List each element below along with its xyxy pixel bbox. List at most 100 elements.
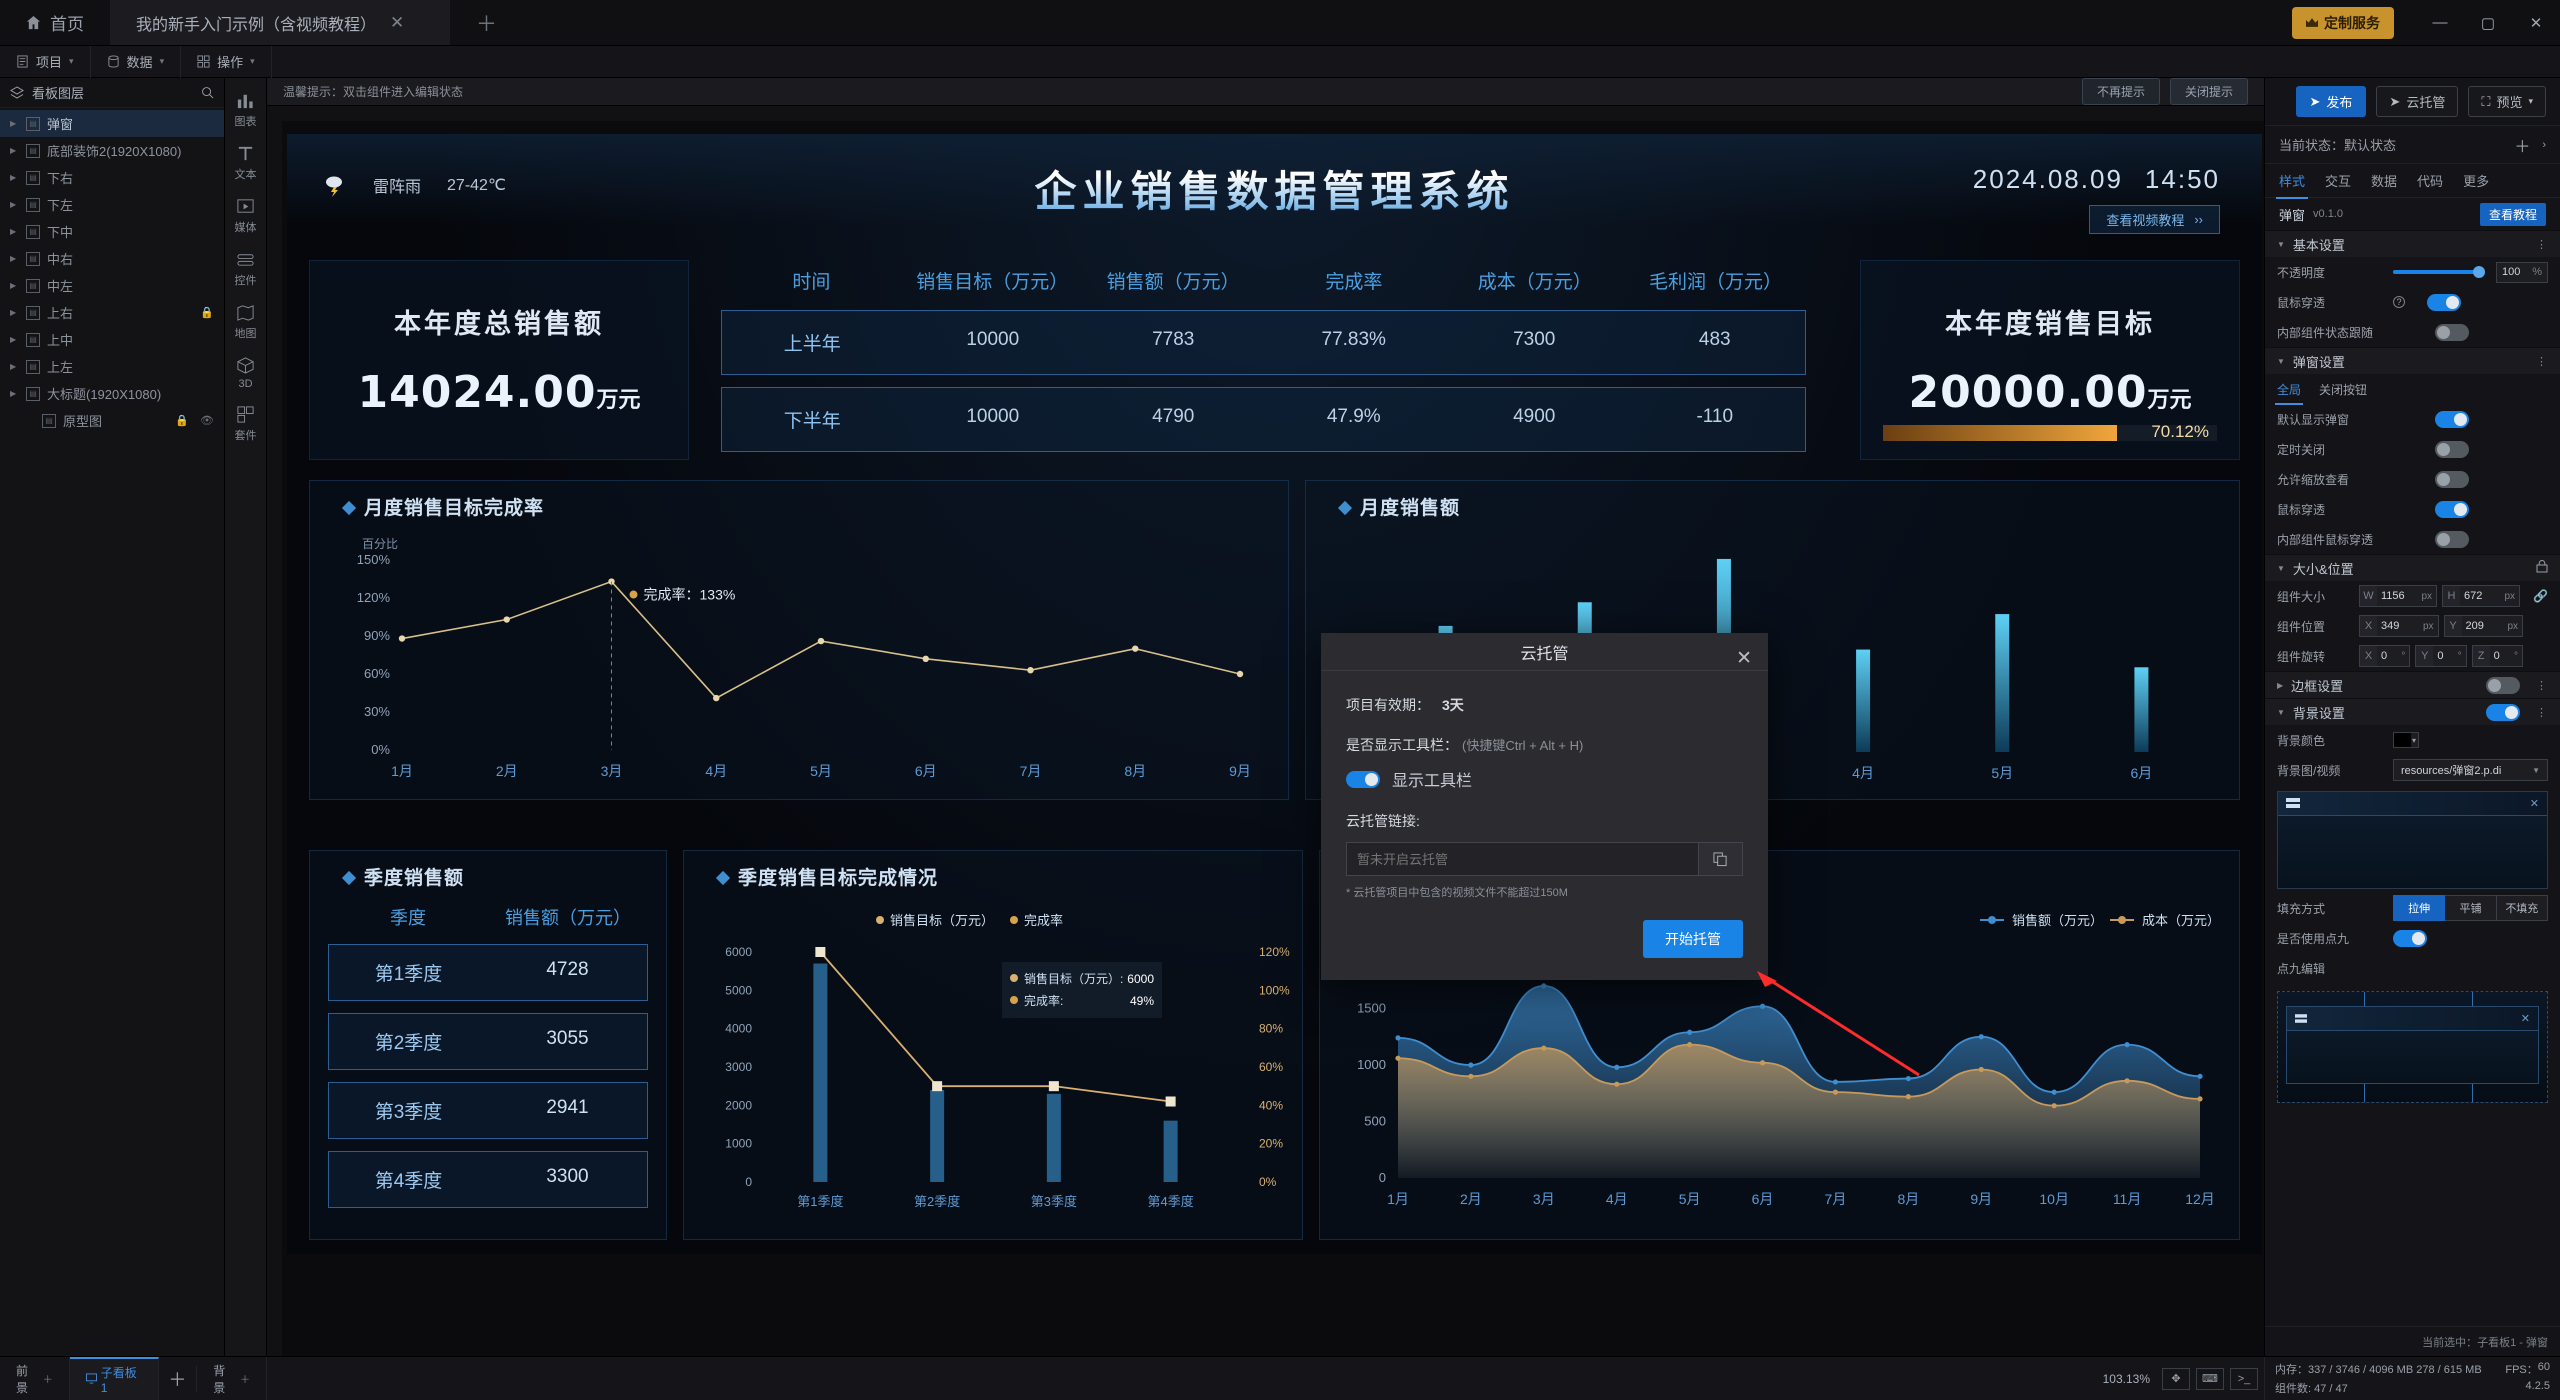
nine-patch-toggle[interactable] — [2393, 929, 2427, 947]
bg-image-select[interactable]: resources/弹窗2.p.di ▼ — [2393, 759, 2548, 781]
expand-caret-icon[interactable]: ▶ — [10, 119, 17, 128]
popup-row-toggle[interactable] — [2435, 530, 2469, 548]
expand-caret-icon[interactable]: ▶ — [10, 389, 17, 398]
expand-caret-icon[interactable]: ▶ — [10, 308, 17, 317]
layer-item[interactable]: ▶ ▤ 上中 — [0, 326, 224, 353]
section-basic[interactable]: ▼ 基本设置 ⋮ — [2265, 230, 2560, 257]
popup-row-toggle[interactable] — [2435, 500, 2469, 518]
help-icon[interactable]: ? — [2393, 296, 2405, 308]
home-button[interactable]: 首页 — [0, 0, 110, 45]
menu-data[interactable]: 数据 ▾ — [91, 45, 182, 78]
dont-show-button[interactable]: 不再提示 — [2081, 78, 2160, 105]
minimize-button[interactable]: — — [2432, 14, 2448, 31]
start-hosting-button[interactable]: 开始托管 — [1643, 920, 1743, 958]
expand-caret-icon[interactable]: ▶ — [10, 146, 17, 155]
layer-item[interactable]: ▶ ▤ 上右 🔒 — [0, 299, 224, 326]
properties-scroll[interactable]: ▼ 基本设置 ⋮ 不透明度 100 % 鼠标穿透 ? — [2265, 230, 2560, 1326]
kpi-total-sales[interactable]: 本年度总销售额 14024.00万元 — [309, 260, 689, 460]
add-background-icon[interactable]: ＋ — [239, 1375, 250, 1386]
expand-caret-icon[interactable]: ▶ — [10, 200, 17, 209]
nine-patch-editor[interactable]: ✕ — [2277, 991, 2548, 1103]
rail-item-图表[interactable]: 图表 — [225, 84, 267, 135]
show-toolbar-toggle[interactable] — [1346, 770, 1380, 788]
property-tab-数据[interactable]: 数据 — [2371, 174, 2398, 189]
rail-item-控件[interactable]: 控件 — [225, 243, 267, 294]
panel-monthly-rate[interactable]: 月度销售目标完成率 百分比 0% 30% 60% 90% 120% 150% 完成率：133%… — [309, 480, 1289, 800]
opacity-input[interactable]: 100 % — [2496, 261, 2548, 283]
new-tab-button[interactable]: ＋ — [476, 12, 497, 36]
cloud-hosting-button[interactable]: ➤ 云托管 — [2376, 86, 2459, 117]
layer-item[interactable]: ▶ ▤ 中右 — [0, 245, 224, 272]
link-icon[interactable]: 🔗 — [2533, 589, 2548, 603]
search-icon[interactable] — [201, 86, 214, 99]
lock-icon[interactable]: 🔒 — [175, 415, 190, 427]
zoom-level[interactable]: 103.13% — [2102, 1371, 2150, 1386]
bg-color-swatch[interactable]: ▾ — [2393, 732, 2419, 748]
maximize-button[interactable]: ▢ — [2480, 14, 2496, 32]
popup-tab-关闭按钮[interactable]: 关闭按钮 — [2319, 382, 2368, 397]
property-tab-交互[interactable]: 交互 — [2325, 174, 2352, 189]
rail-item-套件[interactable]: 套件 — [225, 398, 267, 449]
console-icon[interactable]: >_ — [2230, 1367, 2258, 1390]
keyboard-icon[interactable]: ⌨ — [2196, 1367, 2224, 1390]
add-foreground-icon[interactable]: ＋ — [42, 1375, 53, 1386]
rot-y-field[interactable]: Y 0 ° — [2415, 645, 2467, 667]
kpi-sales-target[interactable]: 本年度销售目标 20000.00万元 70.12% — [1860, 260, 2240, 460]
section-border[interactable]: ▶ 边框设置 ⋮ — [2265, 671, 2560, 698]
expand-caret-icon[interactable]: ▶ — [10, 173, 17, 182]
section-popup[interactable]: ▼ 弹窗设置 ⋮ — [2265, 347, 2560, 374]
pos-x-field[interactable]: X 349 px — [2359, 615, 2439, 637]
more-icon[interactable]: ⋮ — [2536, 706, 2548, 719]
horizontal-ruler[interactable] — [267, 106, 2264, 121]
project-tab[interactable]: 我的新手入门示例（含视频教程） ✕ — [110, 0, 450, 45]
expand-caret-icon[interactable]: ▶ — [10, 281, 17, 290]
rot-x-field[interactable]: X 0 ° — [2359, 645, 2411, 667]
view-tutorial-button[interactable]: 查看教程 — [2479, 202, 2546, 226]
preview-button[interactable]: ⛶ 预览 ▾ — [2468, 86, 2546, 117]
chevron-right-icon[interactable]: › — [2542, 138, 2546, 151]
section-size[interactable]: ▼ 大小&位置 — [2265, 554, 2560, 581]
dashboard-preview[interactable]: 雷阵雨 27-42℃ 企业销售数据管理系统 2024.08.09 14:50 查… — [287, 134, 2262, 1254]
expand-caret-icon[interactable]: ▶ — [10, 362, 17, 371]
fit-icon[interactable]: ✥ — [2162, 1367, 2190, 1390]
layer-item[interactable]: ▶ ▤ 下左 — [0, 191, 224, 218]
lock-icon[interactable]: 🔒 — [200, 307, 214, 319]
layer-item[interactable]: ▶ ▤ 上左 — [0, 353, 224, 380]
property-tab-代码[interactable]: 代码 — [2417, 174, 2444, 189]
tab-subboard[interactable]: 子看板1 — [69, 1356, 159, 1400]
rot-z-field[interactable]: Z 0 ° — [2471, 645, 2523, 667]
close-icon[interactable]: ✕ — [1736, 648, 1752, 669]
mouse-through-toggle[interactable] — [2427, 293, 2461, 311]
inner-state-toggle[interactable] — [2435, 323, 2469, 341]
fill-option-不填充[interactable]: 不填充 — [2496, 895, 2548, 921]
tab-foreground[interactable]: 前景 ＋ — [0, 1356, 70, 1400]
layer-item[interactable]: ▶ ▤ 中左 — [0, 272, 224, 299]
section-background[interactable]: ▼ 背景设置 ⋮ — [2265, 698, 2560, 725]
tab-background[interactable]: 背景 ＋ — [197, 1356, 267, 1400]
more-icon[interactable]: ⋮ — [2536, 679, 2548, 692]
width-field[interactable]: W 1156 px — [2359, 585, 2438, 607]
eye-icon[interactable]: 👁 — [200, 415, 214, 427]
vertical-ruler[interactable] — [267, 106, 282, 1356]
layer-item[interactable]: ▶ ▤ 弹窗 — [0, 110, 224, 137]
popup-row-toggle[interactable] — [2435, 440, 2469, 458]
expand-caret-icon[interactable]: ▶ — [10, 335, 17, 344]
layer-item[interactable]: ▶ ▤ 底部装饰2(1920X1080) — [0, 137, 224, 164]
layer-item[interactable]: ▶ ▤ 大标题(1920X1080) — [0, 380, 224, 407]
close-icon[interactable]: ✕ — [390, 12, 405, 32]
popup-row-toggle[interactable] — [2435, 470, 2469, 488]
cloud-hosting-dialog[interactable]: 云托管 ✕ 项目有效期： 3天 是否显示工具栏： (快捷键Ctrl + Alt + … — [1321, 633, 1768, 980]
canvas-viewport[interactable]: 雷阵雨 27-42℃ 企业销售数据管理系统 2024.08.09 14:50 查… — [267, 106, 2264, 1356]
menu-operation[interactable]: 操作 ▾ — [181, 45, 272, 78]
more-icon[interactable]: ⋮ — [2536, 355, 2548, 368]
copy-icon[interactable] — [1699, 842, 1743, 876]
video-tutorial-button[interactable]: 查看视频教程 ›› — [2089, 205, 2220, 234]
height-field[interactable]: H 672 px — [2442, 585, 2521, 607]
rail-item-3D[interactable]: 3D — [225, 349, 267, 396]
panel-quarterly-sales[interactable]: 季度销售额 季度 销售额（万元） 第1季度 4728 第2季度 3055 第3季度 2941 第… — [309, 850, 667, 1240]
rail-item-文本[interactable]: 文本 — [225, 137, 267, 188]
fill-option-拉伸[interactable]: 拉伸 — [2393, 895, 2446, 921]
menu-project[interactable]: 项目 ▾ — [0, 45, 91, 78]
rail-item-地图[interactable]: 地图 — [225, 296, 267, 347]
publish-button[interactable]: ➤ 发布 — [2295, 86, 2367, 117]
